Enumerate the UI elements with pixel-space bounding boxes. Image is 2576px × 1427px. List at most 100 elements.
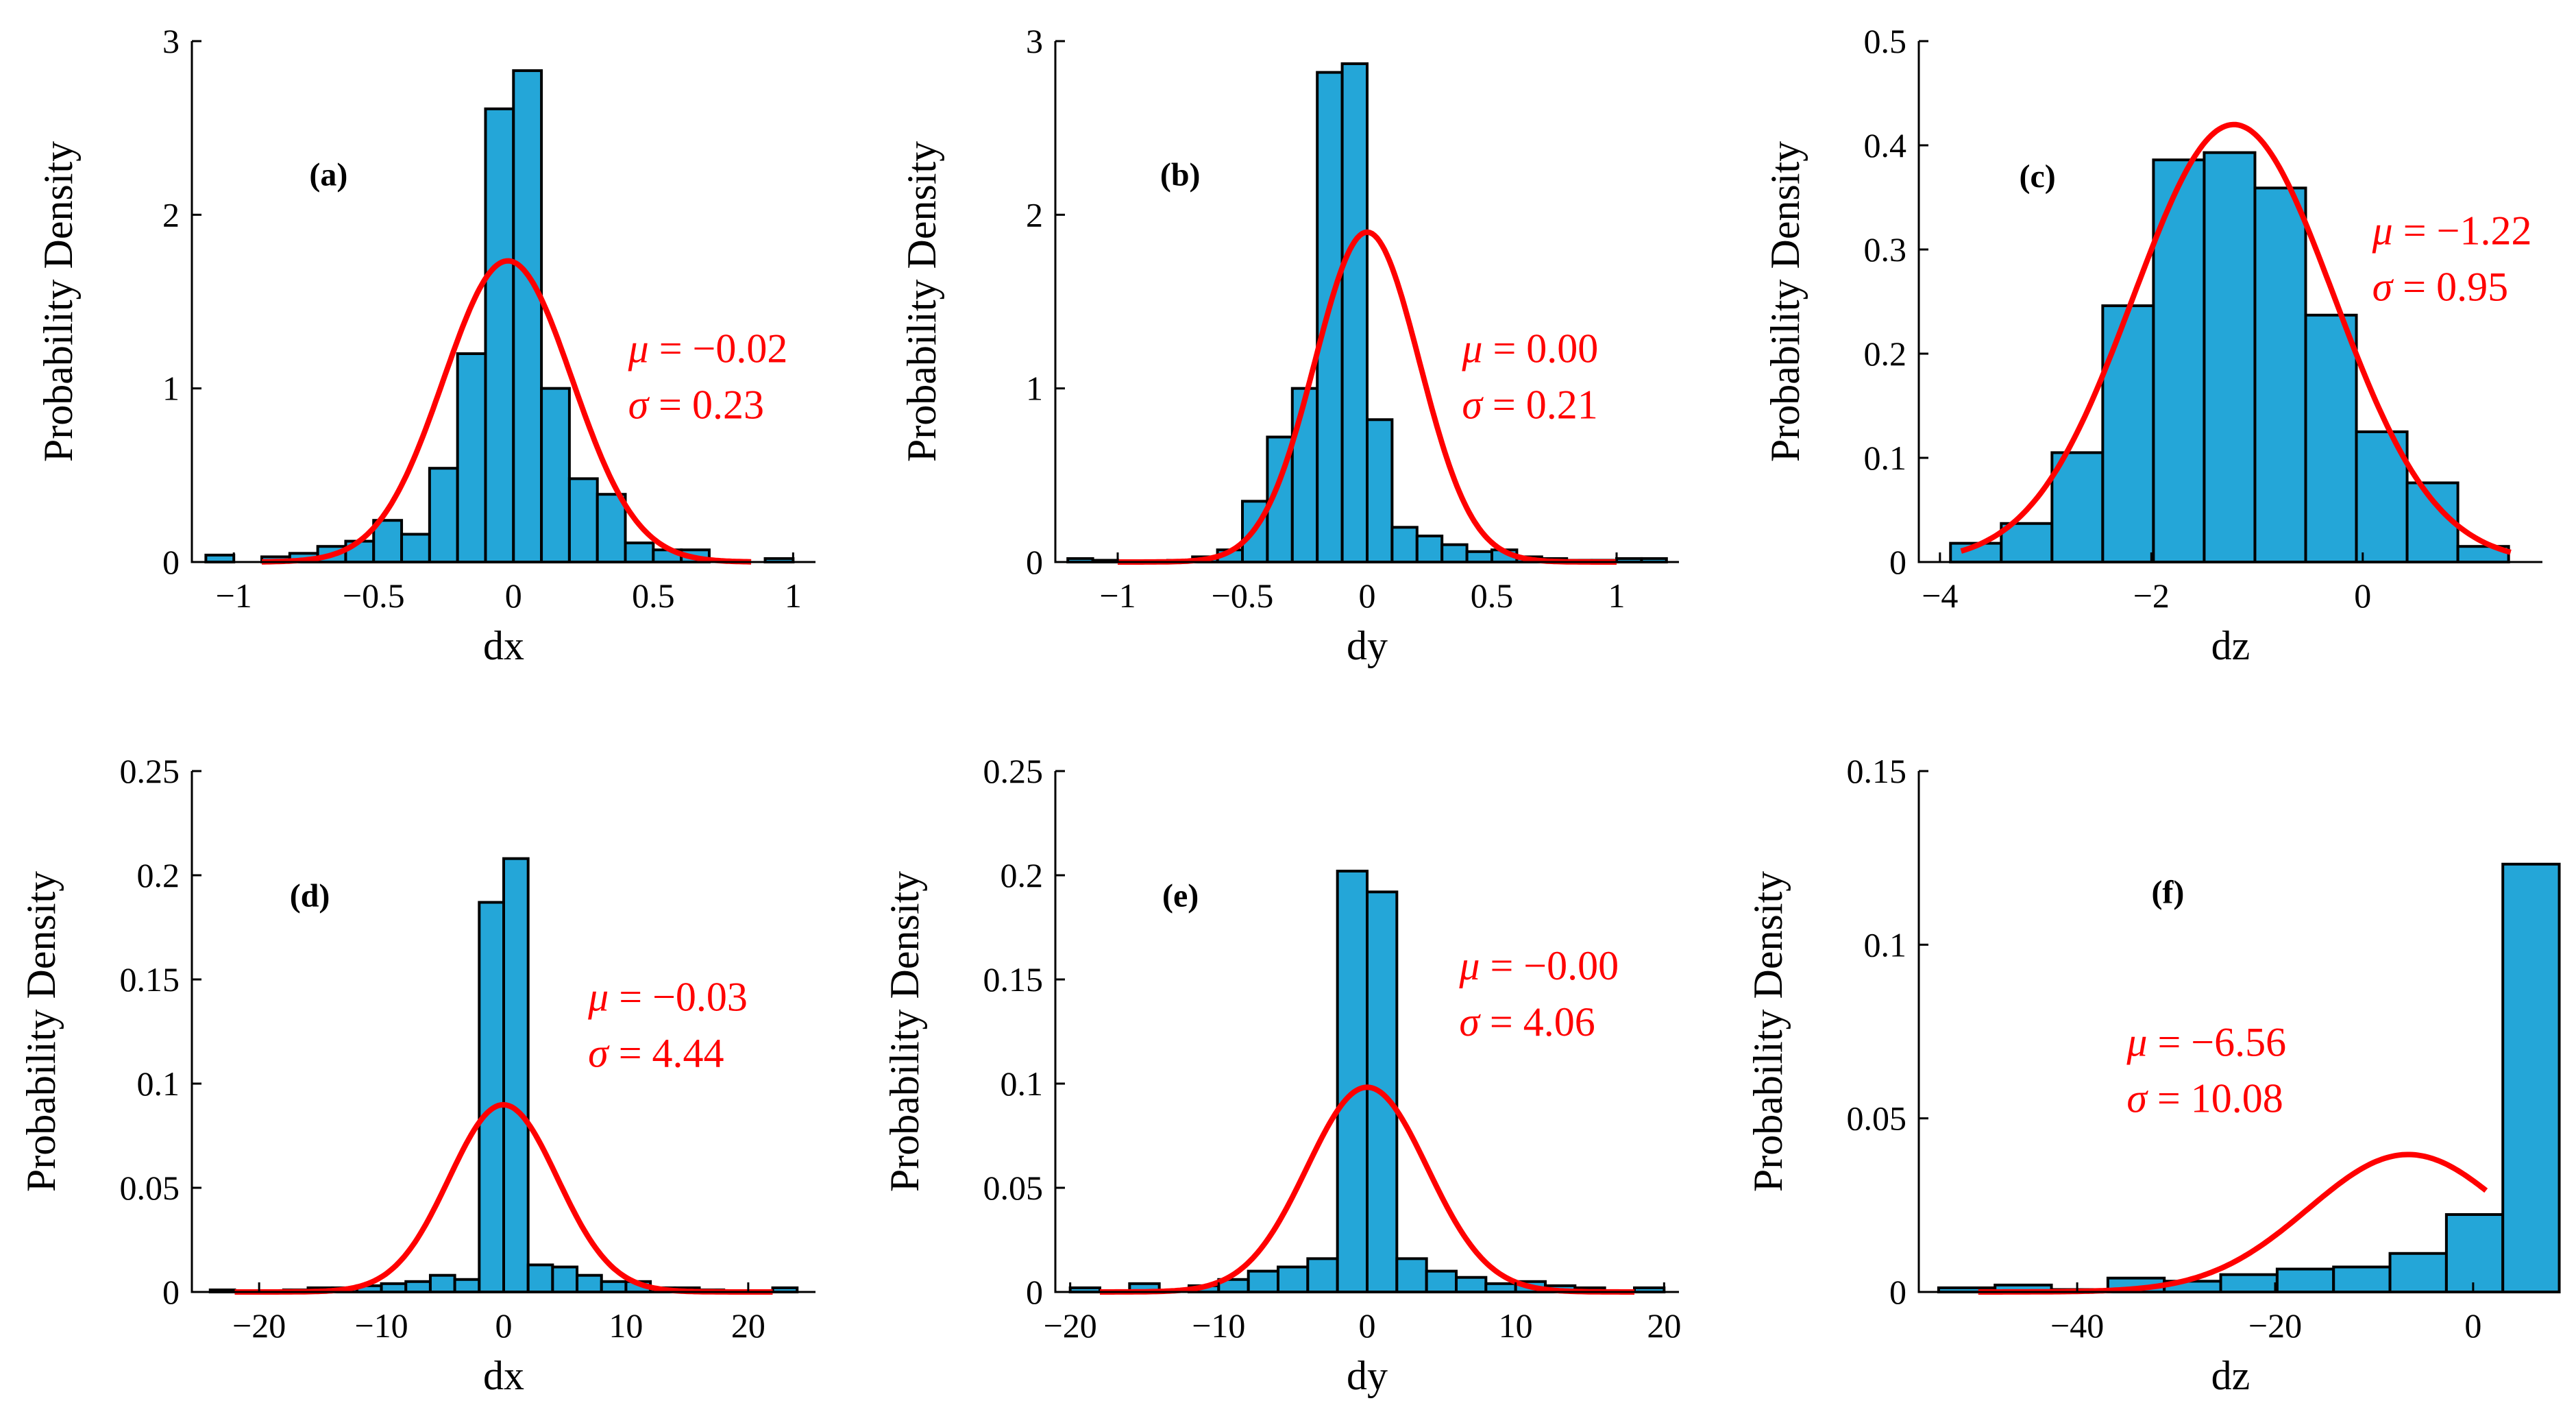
histogram-bar [2275,1267,2335,1294]
panel-label: (a) [309,156,347,193]
y-tick-label: 0.25 [983,752,1044,790]
histogram-bar [1395,1257,1428,1293]
x-axis-label: dz [2211,1353,2250,1398]
x-tick-label: 0.5 [632,576,675,615]
x-tick-label: 0 [2464,1306,2481,1345]
sigma-annotation: σ = 10.08 [2126,1075,2283,1121]
x-tick-label: 0 [2354,576,2371,615]
histogram-bar [600,1280,628,1294]
histogram-bar [428,1273,456,1294]
histogram-bar [576,1273,603,1294]
panel-label: (d) [290,878,330,914]
histogram-bar [1340,62,1369,563]
x-tick-label: −4 [1922,576,1958,615]
histogram-bar [1390,526,1419,563]
y-tick-label: 0 [1889,1273,1906,1311]
y-axis-label: Probability Density [1745,871,1791,1192]
x-tick-label: −20 [2248,1306,2302,1345]
x-axis-label: dx [483,1353,524,1398]
x-tick-label: −2 [2133,576,2170,615]
histogram-bar [2444,1213,2505,1293]
mu-annotation: μ = −0.03 [587,975,748,1020]
y-tick-label: 0.25 [120,752,180,790]
mu-annotation: μ = −0.02 [628,326,788,371]
histogram-bar [1366,890,1399,1293]
x-tick-label: 10 [609,1306,643,1345]
x-tick-label: −0.5 [343,576,405,615]
x-tick-label: 1 [1608,576,1626,615]
x-axis-label: dy [1347,623,1388,668]
histogram-bar [1440,543,1469,564]
histogram-bar [1247,1269,1279,1293]
histogram-bar [526,1263,554,1293]
y-tick-label: 0.2 [137,856,180,894]
histogram-bar [1366,418,1394,563]
chart-panel-3: −4 −2 0 0 0.1 0.2 0.3 0.4 0.5 dz Probability Densi… [1763,22,2542,668]
histogram-bar [512,69,543,564]
x-tick-label: −1 [216,576,252,615]
x-tick-label: −10 [354,1306,408,1345]
histogram-bar [478,901,505,1293]
x-tick-label: 0 [1359,1306,1376,1345]
sigma-annotation: σ = 0.95 [2372,264,2508,309]
mu-annotation: μ = −0.00 [1458,943,1619,988]
histogram-bar [400,533,431,564]
y-tick-label: 2 [162,195,180,234]
y-axis-label: Probability Density [882,871,927,1192]
histogram-bar [1336,869,1369,1294]
y-tick-label: 0.15 [1847,752,1907,790]
y-tick-label: 2 [1026,195,1043,234]
panel-label: (c) [2020,158,2056,195]
y-tick-label: 1 [1026,369,1043,408]
histogram-bar [404,1280,432,1294]
histogram-bar [1484,1282,1517,1293]
x-tick-label: −40 [2050,1306,2104,1345]
histogram-bar [2050,451,2105,564]
histogram-bar [453,1278,481,1294]
histogram-bar [2501,862,2561,1293]
histogram-bar [2332,1265,2392,1294]
y-tick-label: 0.2 [1001,856,1044,894]
y-tick-label: 0.1 [1001,1064,1044,1103]
mu-annotation: μ = 0.00 [1461,326,1598,371]
x-axis-label: dy [1347,1353,1388,1398]
y-axis-label: Probability Density [36,141,81,462]
x-tick-label: 0 [1359,576,1376,615]
x-tick-label: −1 [1099,576,1136,615]
histogram-bar [2203,151,2257,563]
chart-panel-4: −20 −10 0 10 20 0 0.05 0.1 0.15 0.2 0.25 dx Probabil… [19,752,815,1398]
x-axis-label: dz [2211,623,2250,668]
x-tick-label: 1 [785,576,802,615]
histogram-bar [2253,186,2307,563]
histogram-bar [484,107,515,564]
histogram-bar [380,1282,408,1293]
histogram-bar [456,352,487,563]
sigma-annotation: σ = 0.21 [1462,382,1597,428]
histogram-bar [502,857,530,1294]
y-tick-label: 0 [162,1273,180,1311]
sigma-annotation: σ = 0.23 [628,382,764,428]
y-tick-label: 3 [162,22,180,60]
y-axis-label: Probability Density [19,871,64,1192]
x-tick-label: −20 [232,1306,286,1345]
x-tick-label: 20 [1647,1306,1681,1345]
y-tick-label: 3 [1026,22,1043,60]
histogram-bar [428,467,459,564]
histogram-bar [540,387,571,564]
y-tick-label: 0.2 [1864,334,1907,373]
chart-panel-1: −1 −0.5 0 0.5 1 0 1 2 3 dx Probability Density (a) μ… [36,22,815,668]
normal-fit-curve [1960,121,2512,555]
y-tick-label: 0.15 [120,960,180,999]
histogram-bar [1306,1257,1339,1293]
normal-fit-curve [1100,1084,1634,1295]
histogram-bar [2388,1252,2448,1294]
histogram-bar [2219,1273,2279,1293]
normal-fit-curve [262,258,752,565]
normal-fit-curve [1118,229,1617,565]
histogram-bar [1290,387,1319,564]
histogram-bar [1415,535,1444,563]
chart-panel-2: −1 −0.5 0 0.5 1 0 1 2 3 dy Probability Density (b) μ… [899,22,1679,668]
y-tick-label: 0.05 [983,1169,1044,1207]
y-tick-label: 0.1 [1864,925,1907,964]
